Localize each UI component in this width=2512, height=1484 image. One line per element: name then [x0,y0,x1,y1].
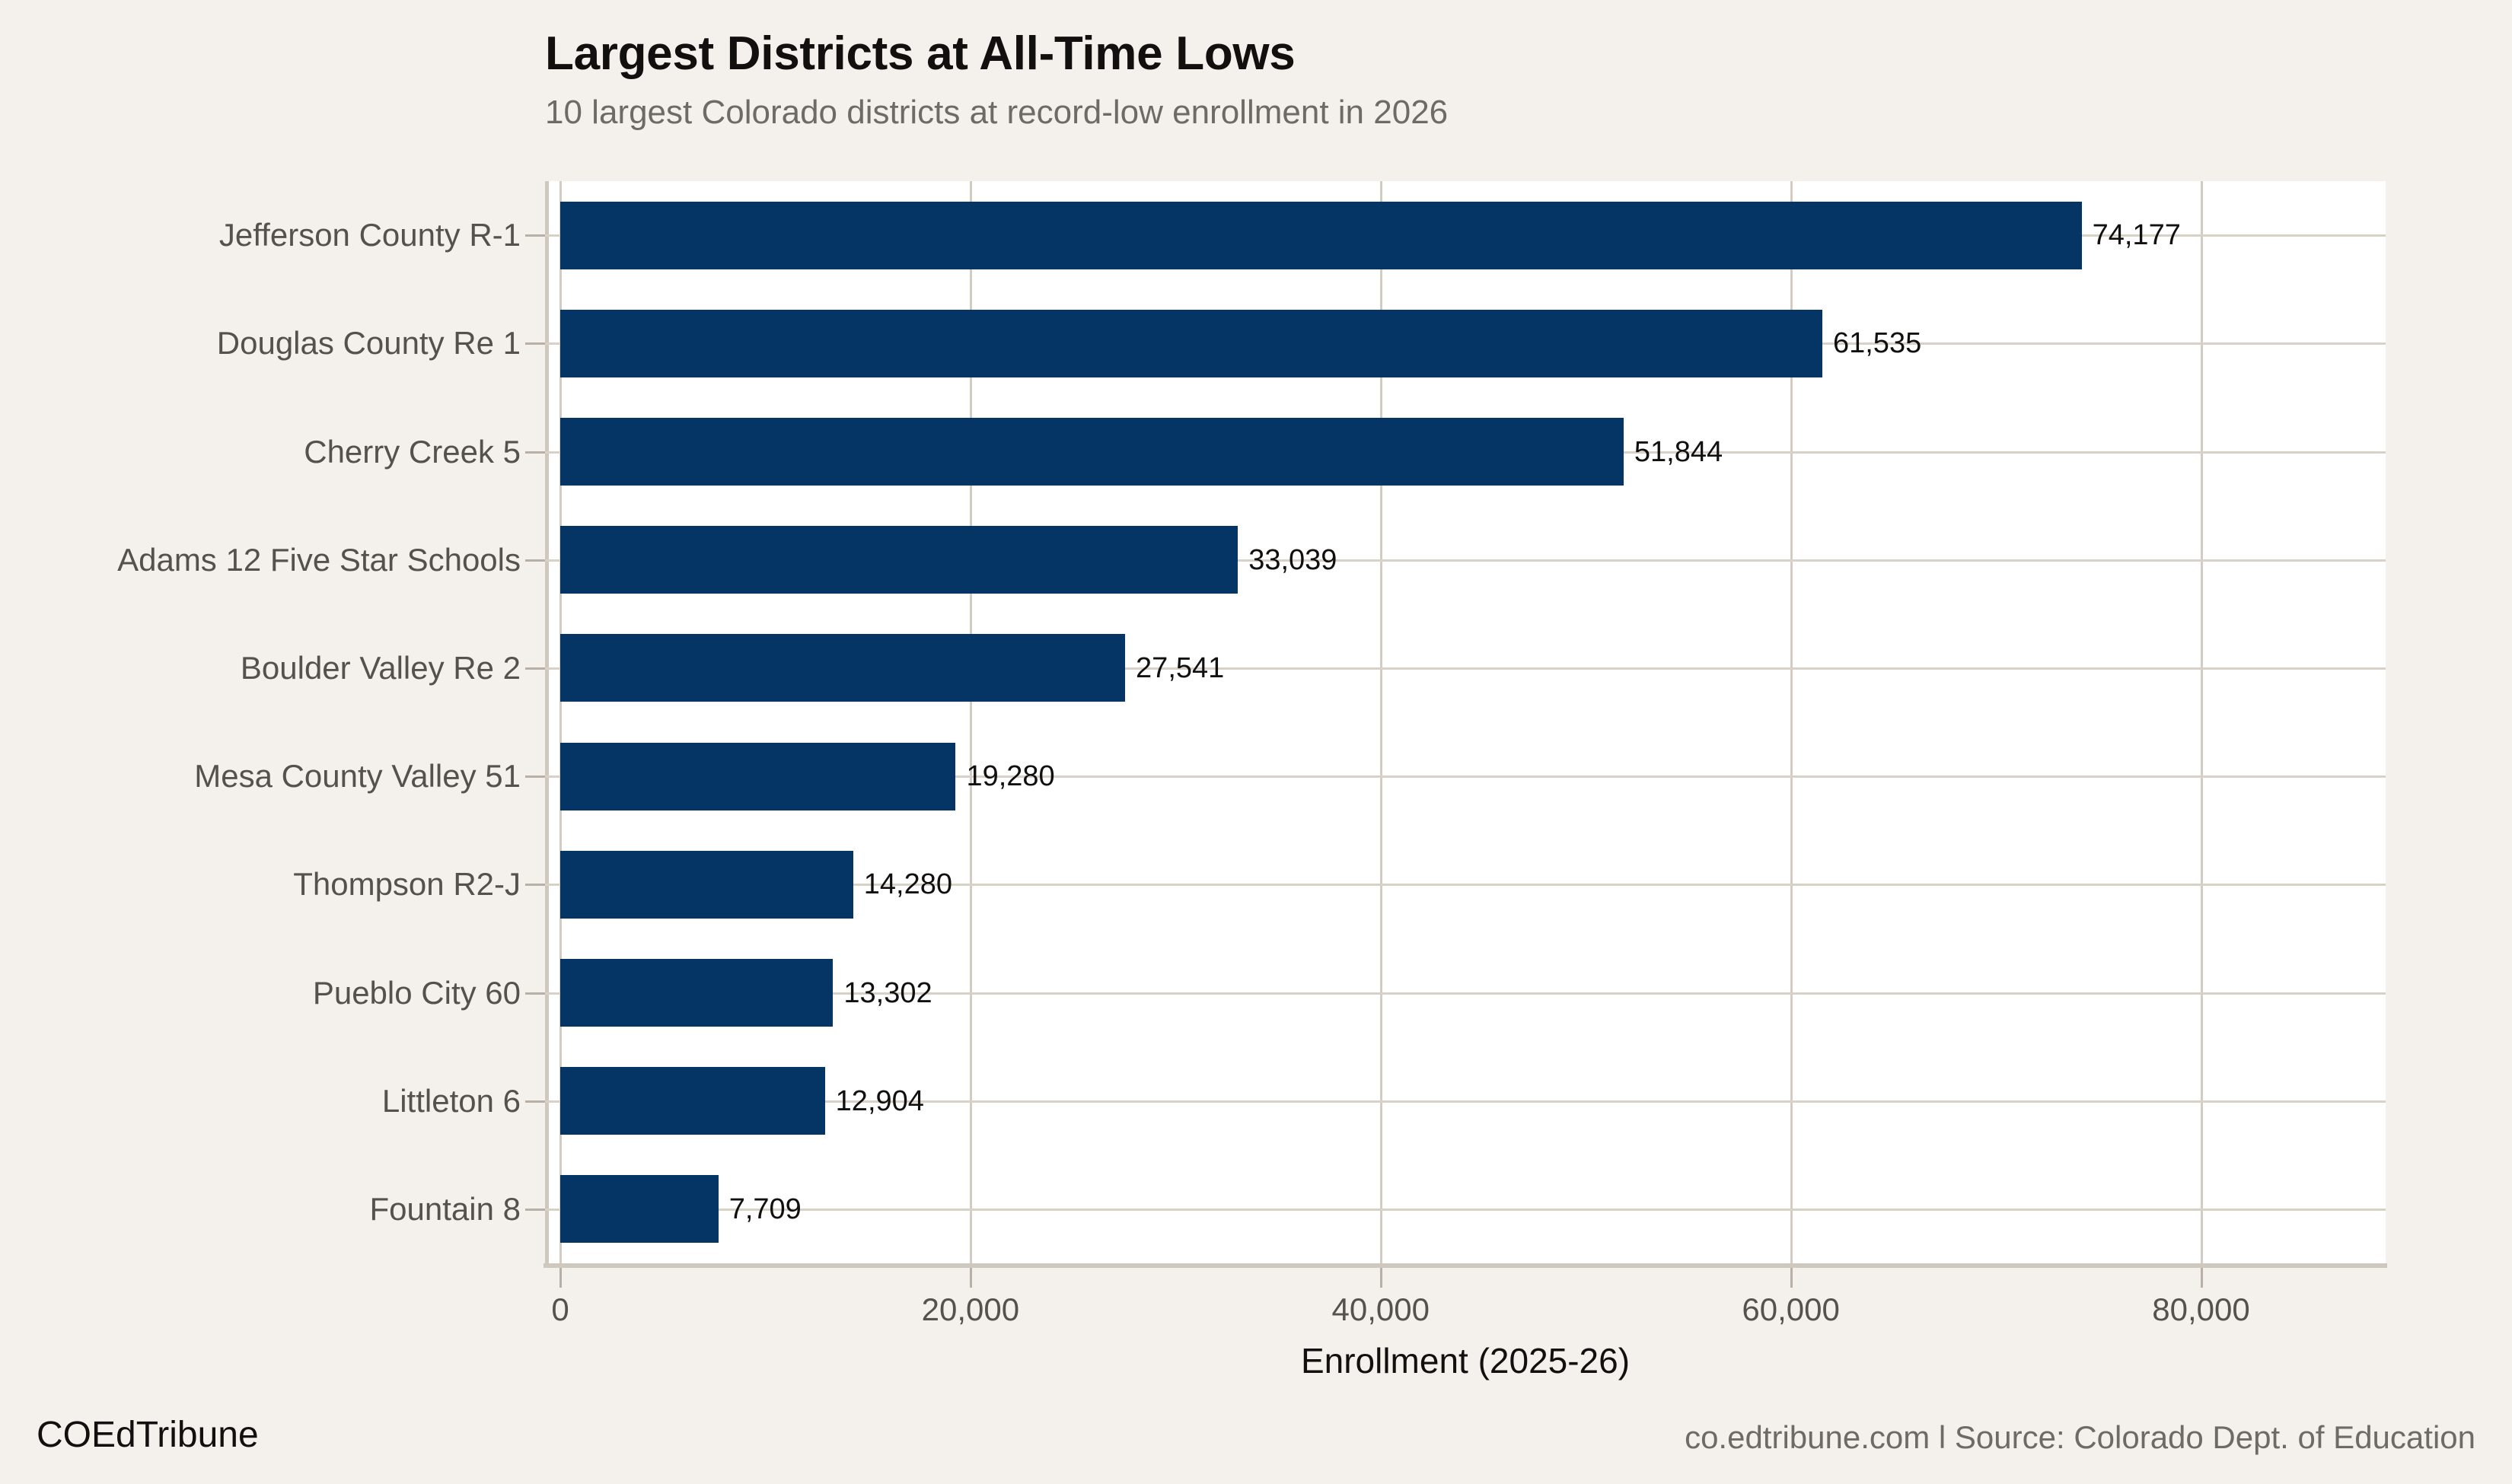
bar[interactable] [560,634,1126,702]
y-axis-category-label: Pueblo City 60 [312,974,521,1011]
x-axis-tick [559,1268,562,1288]
y-axis-category-label: Mesa County Valley 51 [194,758,521,795]
bar[interactable] [560,959,834,1027]
y-axis-category-label: Fountain 8 [369,1190,521,1227]
x-axis-tick-label: 20,000 [921,1291,1020,1327]
bar[interactable] [560,1175,719,1244]
gridline-vertical [969,181,972,1263]
gridline-horizontal [545,1208,2386,1211]
y-axis-category-label: Thompson R2-J [293,866,521,903]
bar[interactable] [560,418,1624,486]
gridline-horizontal [545,559,2386,562]
x-axis-tick [1790,1268,1793,1288]
y-axis-category-label: Jefferson County R-1 [218,217,521,253]
bar[interactable] [560,850,853,919]
bar-value-label: 27,541 [1136,651,1225,684]
bar[interactable] [560,742,956,810]
y-axis-tick [525,342,545,346]
x-axis-tick [969,1268,972,1288]
y-axis-category-label: Adams 12 Five Star Schools [117,541,521,578]
y-axis-tick [525,775,545,779]
gridline-vertical [2200,181,2203,1263]
bar-value-label: 14,280 [863,868,952,901]
gridline-horizontal [545,884,2386,887]
x-axis-title: Enrollment (2025-26) [1300,1341,1631,1381]
gridline-horizontal [545,775,2386,779]
gridline-horizontal [545,1100,2386,1103]
bar-value-label: 12,904 [835,1084,924,1117]
y-axis-tick [525,451,545,454]
bar-value-label: 74,177 [2092,219,2181,252]
y-axis-tick [525,884,545,887]
x-axis-tick-label: 80,000 [2152,1291,2250,1327]
y-axis-category-label: Douglas County Re 1 [216,325,521,361]
gridline-vertical [1379,181,1382,1263]
x-axis-tick-label: 0 [551,1291,569,1327]
y-axis-category-label: Littleton 6 [381,1082,521,1119]
bar-value-label: 61,535 [1832,327,1922,360]
x-axis-tick-label: 60,000 [1742,1291,1840,1327]
y-axis-line [545,181,549,1266]
y-axis-tick [525,559,545,562]
chart-subtitle: 10 largest Colorado districts at record-… [545,94,1449,132]
chart-title: Largest Districts at All-Time Lows [545,27,1296,80]
y-axis-category-label: Cherry Creek 5 [304,433,521,470]
bar-value-label: 7,709 [728,1193,802,1225]
footer-source: co.edtribune.com l Source: Colorado Dept… [1685,1419,2475,1455]
bar-value-label: 13,302 [843,976,932,1009]
y-axis-tick [525,1208,545,1211]
x-axis-tick [1379,1268,1382,1288]
x-axis-line [544,1263,2387,1268]
bar-value-label: 19,280 [966,760,1055,793]
y-axis-tick [525,234,545,237]
gridline-horizontal [545,667,2386,670]
gridline-horizontal [545,992,2386,995]
y-axis-tick [525,992,545,995]
bar-value-label: 51,844 [1634,435,1723,468]
footer-brand: COEdTribune [37,1415,259,1455]
y-axis-tick [525,667,545,670]
gridline-vertical [1790,181,1793,1263]
bar-value-label: 33,039 [1248,543,1337,576]
x-axis-tick-label: 40,000 [1331,1291,1430,1327]
x-axis-tick [2200,1268,2203,1288]
y-axis-category-label: Boulder Valley Re 2 [240,649,521,686]
bar[interactable] [560,201,2082,269]
bar[interactable] [560,1067,825,1135]
bar[interactable] [560,309,1822,377]
y-axis-tick [525,1100,545,1103]
bar[interactable] [560,526,1238,594]
chart-header: Largest Districts at All-Time Lows 10 la… [545,29,2410,130]
gridline-vertical [559,181,562,1263]
